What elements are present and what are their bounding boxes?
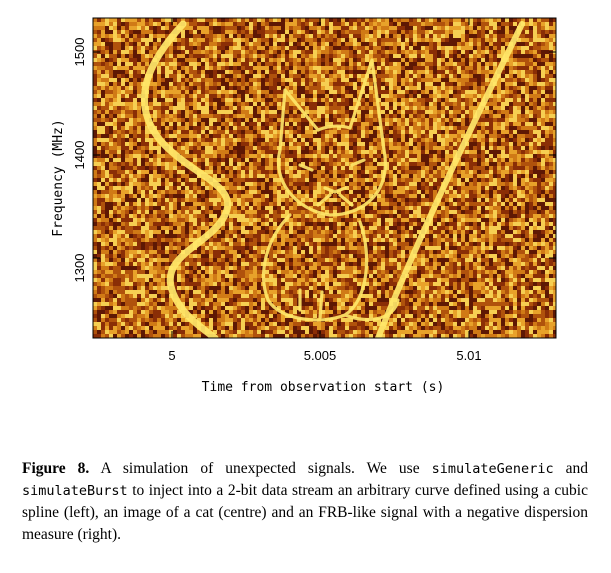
caption-text-3: to inject into a 2-bit data stream an ar… [22, 482, 588, 543]
injected-signals [141, 20, 525, 338]
figure-8: 1300 1400 1500 5 5.005 5.01 Frequency (M… [51, 17, 557, 395]
figure-caption: Figure 8. A simulation of unexpected sig… [22, 458, 588, 546]
x-axis [171, 18, 470, 338]
x-tick-5: 5 [168, 348, 175, 363]
plot-frame [92, 17, 557, 339]
caption-text-1: A simulation of unexpected signals. We u… [89, 460, 432, 477]
caption-code-simulate-burst: simulateBurst [22, 483, 128, 499]
y-axis [93, 51, 556, 259]
dynamic-spectrum-plot: 1300 1400 1500 5 5.005 5.01 Frequency (M… [51, 17, 557, 395]
y-tick-1500: 1500 [72, 38, 87, 67]
caption-text-2: and [553, 460, 589, 477]
x-tick-5.005: 5.005 [304, 348, 337, 363]
caption-label: Figure 8. [22, 460, 90, 477]
x-axis-label: Time from observation start (s) [202, 380, 445, 395]
spline-curve-signal [141, 20, 231, 338]
x-tick-5.01: 5.01 [456, 348, 481, 363]
noise-field [93, 18, 556, 338]
frb-negative-dm-signal [375, 21, 525, 338]
cat-image-signal [262, 58, 400, 322]
caption-code-simulate-generic: simulateGeneric [431, 461, 554, 477]
y-tick-1300: 1300 [72, 254, 87, 283]
y-tick-1400: 1400 [72, 141, 87, 170]
y-axis-label: Frequency (MHz) [51, 119, 66, 236]
